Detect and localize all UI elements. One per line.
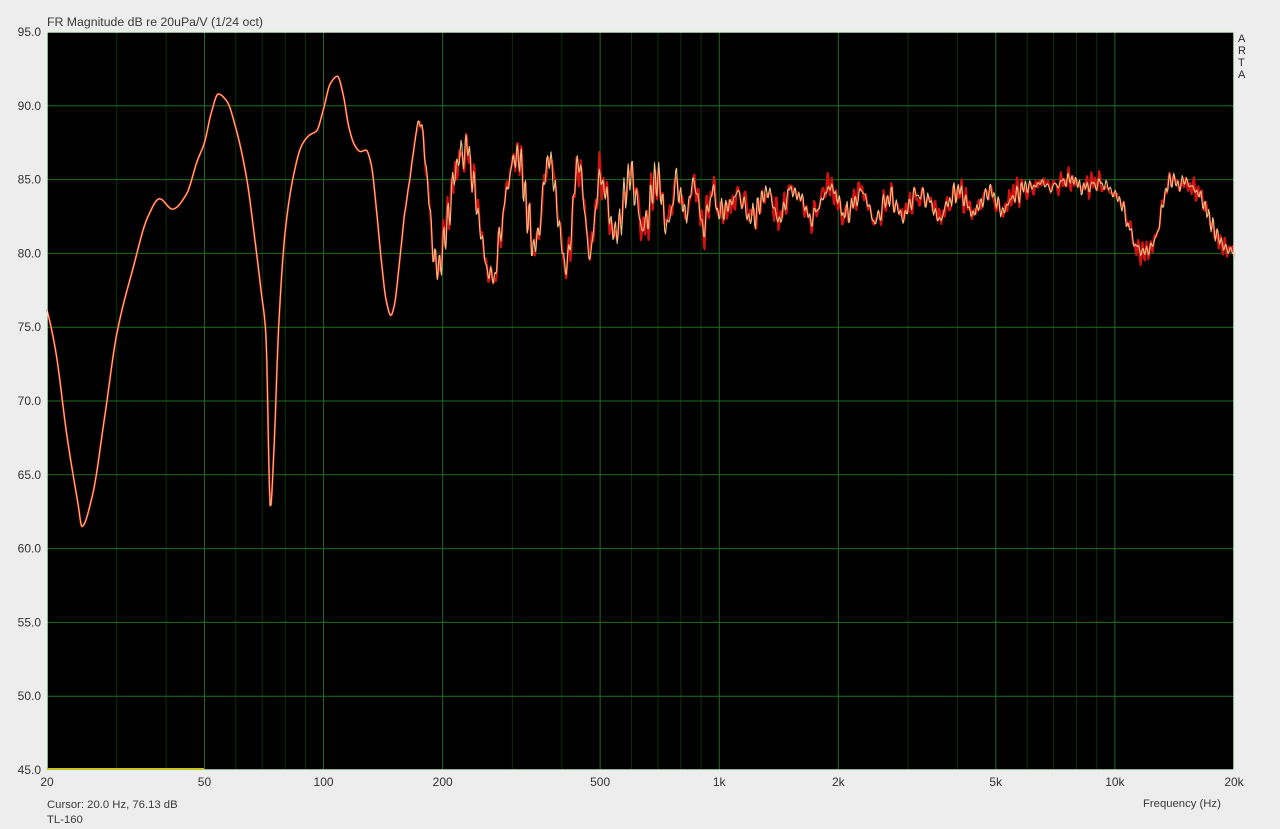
- svg-text:75.0: 75.0: [18, 320, 42, 334]
- svg-text:1k: 1k: [713, 775, 727, 789]
- svg-text:60.0: 60.0: [18, 542, 42, 556]
- svg-text:85.0: 85.0: [18, 173, 42, 187]
- svg-text:200: 200: [433, 775, 453, 789]
- svg-text:20k: 20k: [1224, 775, 1244, 789]
- svg-text:100: 100: [314, 775, 334, 789]
- svg-text:95.0: 95.0: [18, 25, 42, 39]
- svg-text:55.0: 55.0: [18, 615, 42, 629]
- svg-text:10k: 10k: [1105, 775, 1125, 789]
- svg-text:65.0: 65.0: [18, 468, 42, 482]
- svg-text:80.0: 80.0: [18, 246, 42, 260]
- svg-text:5k: 5k: [989, 775, 1003, 789]
- svg-text:20: 20: [40, 775, 54, 789]
- svg-text:70.0: 70.0: [18, 394, 42, 408]
- svg-text:2k: 2k: [832, 775, 846, 789]
- svg-text:90.0: 90.0: [18, 99, 42, 113]
- svg-text:45.0: 45.0: [18, 763, 42, 777]
- svg-text:500: 500: [590, 775, 610, 789]
- svg-text:50.0: 50.0: [18, 689, 42, 703]
- svg-text:50: 50: [198, 775, 212, 789]
